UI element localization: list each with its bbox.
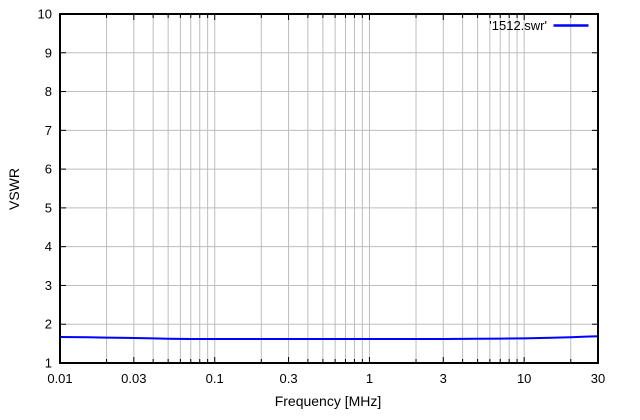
legend: '1512.swr' — [489, 18, 589, 33]
x-tick-label: 30 — [591, 371, 605, 386]
grid-lines — [59, 13, 599, 364]
y-tick-label: 1 — [45, 356, 52, 371]
y-tick-label: 2 — [45, 317, 52, 332]
x-tick-label: 0.1 — [206, 371, 224, 386]
x-tick-label: 3 — [440, 371, 447, 386]
legend-label: '1512.swr' — [489, 18, 547, 33]
x-tick-labels: 0.01 0.03 0.1 0.3 1 3 10 30 — [47, 371, 605, 386]
data-series-line — [59, 335, 599, 340]
x-axis-title: Frequency [MHz] — [275, 393, 382, 409]
x-tick-label: 0.3 — [280, 371, 298, 386]
y-tick-label: 3 — [45, 278, 52, 293]
y-tick-label: 10 — [38, 7, 52, 22]
y-tick-label: 8 — [45, 84, 52, 99]
y-tick-label: 6 — [45, 162, 52, 177]
plot-border — [59, 13, 599, 364]
x-tick-label: 1 — [366, 371, 373, 386]
y-tick-label: 5 — [45, 200, 52, 215]
x-tick-label: 0.01 — [47, 371, 72, 386]
x-tick-label: 0.03 — [121, 371, 146, 386]
y-tick-label: 7 — [45, 123, 52, 138]
y-tick-labels: 1 2 3 4 5 6 7 8 9 10 — [38, 7, 52, 371]
y-tick-label: 4 — [45, 239, 52, 254]
x-tick-label: 10 — [517, 371, 531, 386]
y-tick-label: 9 — [45, 45, 52, 60]
y-axis-title: VSWR — [6, 168, 22, 210]
